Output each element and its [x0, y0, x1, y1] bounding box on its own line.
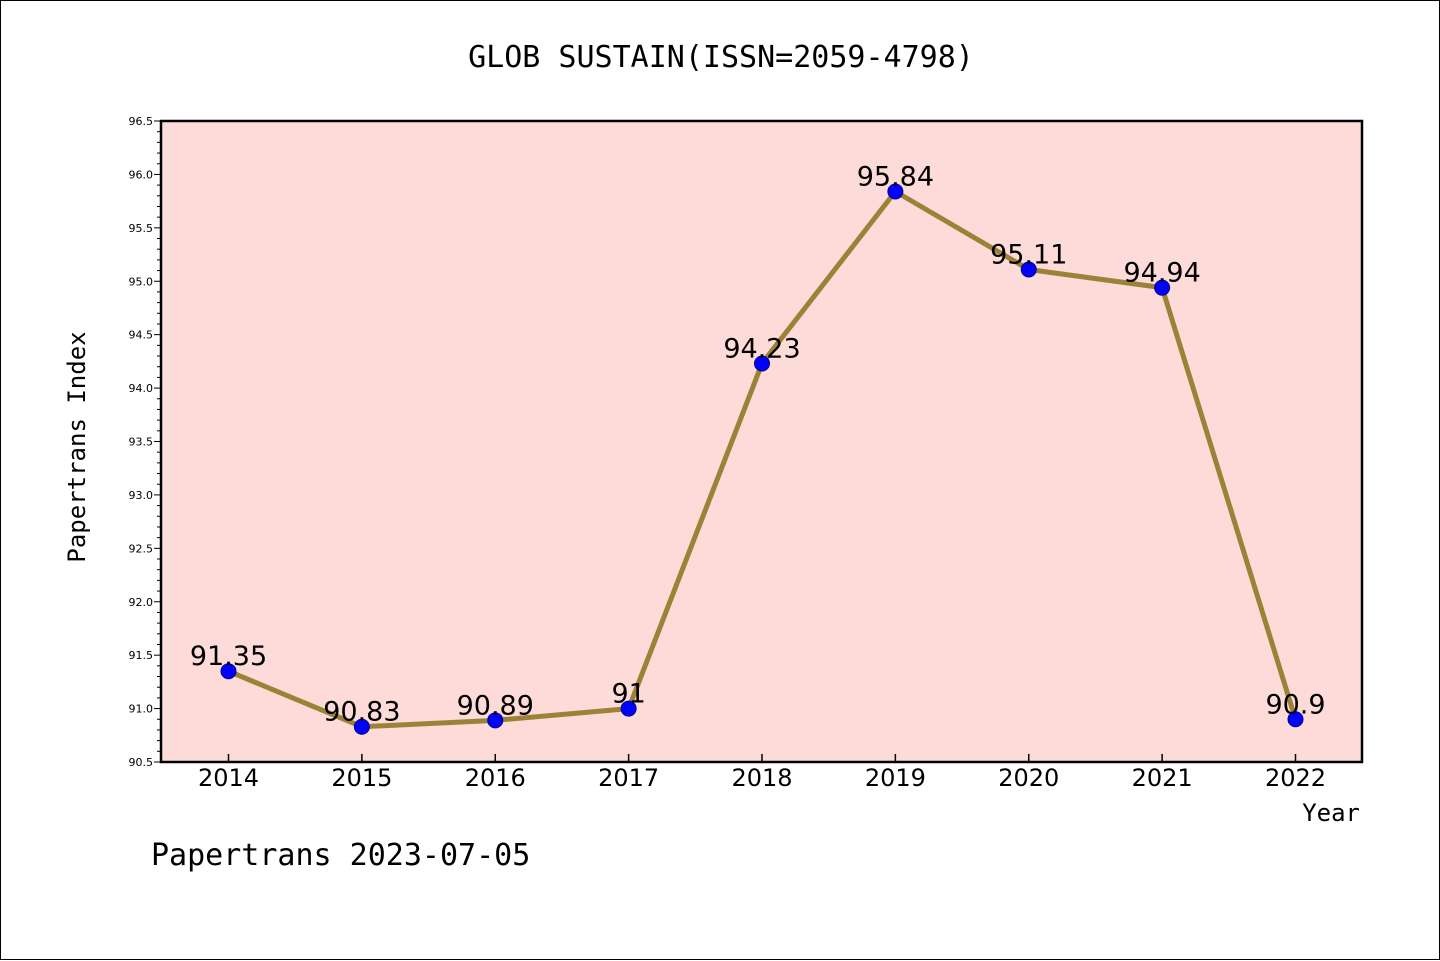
- data-point: [620, 700, 637, 717]
- x-tick-label: 2015: [331, 764, 392, 792]
- y-tick-label: 94.0: [129, 382, 154, 395]
- y-tick-label: 91.5: [129, 649, 154, 662]
- data-point: [220, 663, 237, 680]
- x-tick-label: 2017: [598, 764, 659, 792]
- data-point: [487, 712, 504, 729]
- x-tick-label: 2018: [731, 764, 792, 792]
- y-tick-label: 92.5: [129, 542, 154, 555]
- x-axis-label: Year: [1302, 799, 1360, 827]
- y-tick-label: 90.5: [129, 756, 154, 769]
- x-tick-label: 2019: [865, 764, 926, 792]
- plot-area: [161, 121, 1362, 762]
- y-axis-label: Papertrans Index: [63, 331, 91, 562]
- y-tick-label: 95.0: [129, 275, 154, 288]
- data-point: [1287, 711, 1304, 728]
- y-tick-label: 96.0: [129, 168, 154, 181]
- data-label: 91: [611, 679, 645, 710]
- y-tick-label: 92.0: [129, 596, 154, 609]
- data-label: 90.83: [323, 697, 400, 728]
- x-tick-label: 2014: [198, 764, 259, 792]
- data-label: 94.23: [723, 334, 800, 365]
- data-point: [887, 183, 904, 200]
- y-axis: 90.5 91.0 91.5 92.0 92.5 93.0 93.5 94.0 94.5 95.0…: [129, 115, 161, 769]
- data-point: [353, 718, 370, 735]
- x-tick-label: 2016: [465, 764, 526, 792]
- y-tick-label: 95.5: [129, 222, 154, 235]
- x-tick-label: 2020: [998, 764, 1059, 792]
- footer-credit: Papertrans 2023-07-05: [151, 838, 530, 873]
- x-axis: 2014 2015 2016 2017 2018 2019 2020 2021 2022: [198, 754, 1326, 792]
- chart-title: GLOB SUSTAIN(ISSN=2059-4798): [468, 40, 974, 75]
- y-tick-label: 93.5: [129, 436, 154, 449]
- y-tick-label: 96.5: [129, 115, 154, 128]
- data-point: [754, 355, 770, 372]
- y-tick-label: 93.0: [129, 489, 154, 502]
- data-label: 95.11: [990, 239, 1067, 270]
- data-label: 90.9: [1265, 689, 1325, 720]
- y-tick-label: 94.5: [129, 329, 154, 342]
- data-label: 94.94: [1123, 258, 1200, 289]
- series: 91.35 90.83 90.89 91 94.23 95.84 95.11 94.94 90.…: [190, 162, 1326, 735]
- y-tick-label: 91.0: [129, 703, 154, 716]
- data-label: 91.35: [190, 641, 267, 672]
- data-label: 95.84: [857, 162, 934, 193]
- data-label: 90.89: [457, 690, 534, 721]
- data-point: [1154, 279, 1171, 296]
- data-point: [1020, 261, 1037, 278]
- x-tick-label: 2021: [1132, 764, 1193, 792]
- x-tick-label: 2022: [1265, 764, 1326, 792]
- plot-border: [159, 119, 1364, 764]
